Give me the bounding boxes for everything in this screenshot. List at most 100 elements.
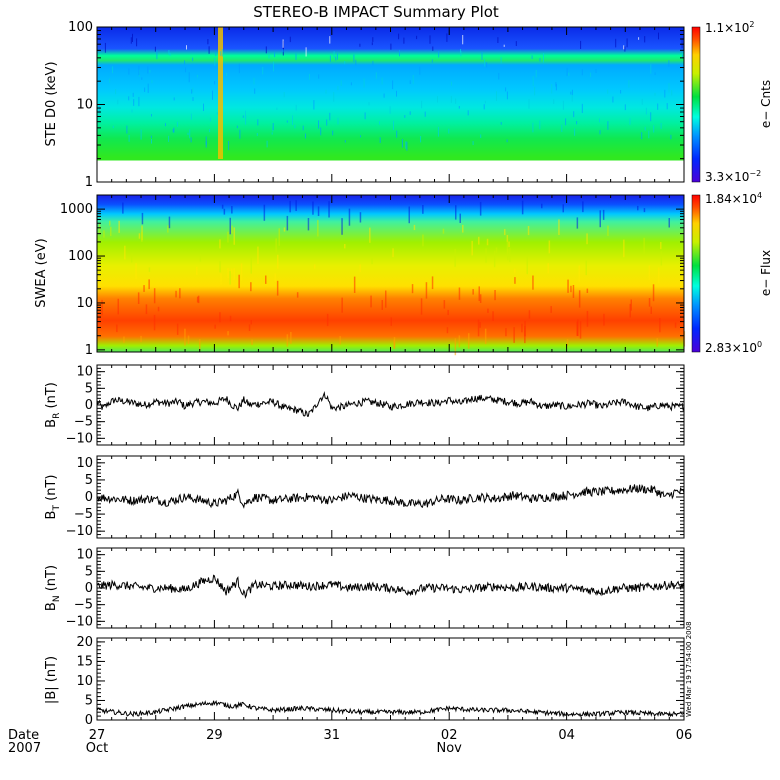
ste-speckle-mark xyxy=(147,66,149,74)
ste-speckle-mark xyxy=(112,66,113,74)
ste-speckle-mark xyxy=(192,57,194,62)
ste-heatmap xyxy=(97,27,684,182)
ste-speckle-mark xyxy=(500,122,502,125)
swea-speckle-mark xyxy=(643,237,645,254)
ste-speckle-mark xyxy=(565,118,567,126)
ste-speckle-mark xyxy=(500,57,502,64)
ste-speckle-mark xyxy=(368,102,370,106)
ste-speckle-mark xyxy=(638,37,640,40)
ste-speckle-mark xyxy=(226,78,228,81)
swea-speckle-mark xyxy=(276,280,279,296)
ste-speckle-mark xyxy=(131,109,133,113)
swea-speckle-mark xyxy=(229,217,231,235)
swea-speckle-mark xyxy=(586,233,588,245)
ste-speckle-mark xyxy=(573,111,575,118)
swea-speckle-mark xyxy=(197,295,200,304)
swea-speckle-mark xyxy=(369,227,371,243)
swea-speckle-mark xyxy=(176,323,179,335)
ste-speckle-mark xyxy=(581,103,583,113)
swea-speckle-mark xyxy=(219,261,221,273)
bmag-series-line xyxy=(96,699,685,718)
swea-speckle-mark xyxy=(468,333,470,349)
swea-speckle-mark xyxy=(658,267,660,284)
ste-speckle-mark xyxy=(329,112,331,121)
ste-speckle-mark xyxy=(185,67,186,73)
swea-speckle-mark xyxy=(283,227,286,232)
ste-speckle-mark xyxy=(381,77,383,85)
ste-speckle-mark xyxy=(650,64,652,74)
ste-speckle-mark xyxy=(405,141,407,149)
swea-speckle-mark xyxy=(227,231,229,243)
bt-ytick-label: 5 xyxy=(85,473,93,488)
ste-speckle-mark xyxy=(172,128,174,133)
ste-speckle-mark xyxy=(302,125,304,131)
ste-speckle-mark xyxy=(460,51,462,57)
swea-speckle-mark xyxy=(123,336,125,343)
ste-speckle-mark xyxy=(363,78,365,88)
ste-speckle-mark xyxy=(396,130,398,138)
year-label: 2007 xyxy=(8,741,41,756)
ste-speckle-mark xyxy=(389,106,391,114)
ste-speckle-mark xyxy=(486,62,488,68)
swea-speckle-mark xyxy=(223,208,226,215)
swea-speckle-mark xyxy=(425,282,428,299)
ste-speckle-mark xyxy=(188,72,190,83)
ste-speckle-mark xyxy=(262,66,264,75)
ste-speckle-mark xyxy=(561,124,563,132)
br-panel: 105 0 −5−10 BR (nT) xyxy=(44,364,685,446)
swea-speckle-mark xyxy=(484,328,487,344)
ste-speckle-mark xyxy=(104,42,106,53)
swea-speckle-mark xyxy=(478,286,480,301)
swea-speckle-mark xyxy=(317,206,320,216)
ste-speckle-mark xyxy=(329,55,331,62)
swea-speckle-mark xyxy=(148,267,151,272)
ste-speckle-mark xyxy=(653,125,655,133)
swea-speckle-mark xyxy=(141,212,144,225)
ste-speckle-mark xyxy=(480,134,482,138)
bmag-ytick-label: 20 xyxy=(76,635,93,650)
ste-speckle-mark xyxy=(273,61,274,72)
ste-speckle-mark xyxy=(571,89,573,96)
swea-speckle-mark xyxy=(221,204,224,209)
ste-speckle-mark xyxy=(392,80,394,90)
bt-ylabel: BT (nT) xyxy=(44,475,62,520)
ste-speckle-mark xyxy=(254,88,256,94)
bmag-ytick-label: 10 xyxy=(76,674,93,689)
ste-speckle-mark xyxy=(268,54,270,59)
swea-speckle-mark xyxy=(422,205,424,214)
swea-speckle-mark xyxy=(567,279,569,293)
swea-speckle-mark xyxy=(328,201,330,218)
ste-speckle-mark xyxy=(187,132,189,135)
ste-speckle-mark xyxy=(396,90,397,97)
ste-speckle-mark xyxy=(112,125,114,129)
swea-speckle-mark xyxy=(547,263,549,274)
ste-speckle-mark xyxy=(497,37,499,43)
ste-speckle-mark xyxy=(208,46,210,54)
swea-speckle-mark xyxy=(274,273,276,282)
swea-speckle-mark xyxy=(478,236,480,245)
ste-panel: STE D0 (keV) 100 10 1 1.1×102 3.3×10−2 e− … xyxy=(44,20,773,190)
ste-speckle-mark xyxy=(671,90,673,96)
ste-speckle-mark xyxy=(333,92,335,102)
swea-speckle-mark xyxy=(660,242,662,250)
ste-speckle-mark xyxy=(191,89,193,94)
ste-speckle-mark xyxy=(458,106,460,109)
ste-speckle-mark xyxy=(409,111,411,115)
ste-ytick-label: 1 xyxy=(85,175,93,190)
ste-speckle-mark xyxy=(515,41,517,46)
ste-speckle-mark xyxy=(406,141,408,151)
ste-speckle-mark xyxy=(242,115,244,118)
bn-y-axis: 105 0 −5−10 xyxy=(66,547,684,629)
ste-speckle-mark xyxy=(467,110,469,116)
ste-speckle-mark xyxy=(437,96,438,103)
swea-speckle-mark xyxy=(187,335,190,344)
ste-speckle-mark xyxy=(535,70,537,78)
swea-speckle-mark xyxy=(392,248,394,258)
ste-speckle-mark xyxy=(282,49,284,53)
swea-speckle-mark xyxy=(240,263,243,281)
swea-colorbar-max: 1.84×104 xyxy=(705,191,762,206)
ste-speckle-mark xyxy=(532,76,534,86)
swea-speckle-mark xyxy=(122,202,124,214)
ste-speckle-mark xyxy=(607,89,609,94)
swea-speckle-mark xyxy=(541,203,543,209)
